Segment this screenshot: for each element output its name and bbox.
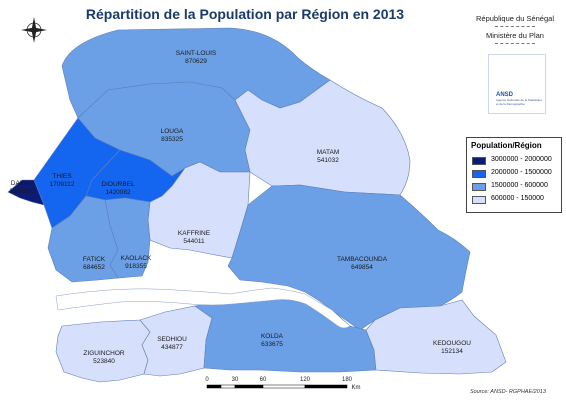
region-label-kaolack: KAOLACK 918355 bbox=[120, 255, 152, 270]
header-divider bbox=[495, 43, 535, 44]
region-label-kolda: KOLDA 633675 bbox=[260, 333, 284, 348]
region-label-matam: MATAM 541032 bbox=[316, 149, 340, 164]
region-label-saint-louis: SAINT-LOUIS 870629 bbox=[175, 50, 217, 65]
scale-unit: Km bbox=[351, 385, 361, 391]
scale-bar bbox=[206, 384, 348, 389]
legend-label: 3000000 - 2000000 bbox=[491, 156, 552, 163]
region-label-kedougou: KEDOUGOU 152134 bbox=[433, 340, 471, 355]
legend-item: 1500000 - 600000 bbox=[472, 182, 560, 192]
legend-swatch bbox=[472, 170, 486, 178]
compass-rose-icon bbox=[21, 17, 47, 43]
region-label-kaffrine: KAFFRINE 544011 bbox=[177, 230, 211, 245]
country-name: République du Sénégal bbox=[476, 14, 554, 23]
legend-title: Population/Région bbox=[471, 141, 542, 150]
scale-tick-label: 30 bbox=[231, 377, 239, 383]
legend-label: 1500000 - 600000 bbox=[491, 182, 548, 189]
scale-tick-label: 60 bbox=[259, 377, 267, 383]
region-kaolack bbox=[104, 197, 151, 279]
legend-label: 600000 - 150000 bbox=[491, 195, 544, 202]
ministry-name: Ministère du Plan bbox=[486, 31, 544, 40]
region-label-dakar: DAKAR 2956023 bbox=[9, 180, 35, 195]
region-label-fatick: FATICK 684652 bbox=[82, 256, 106, 271]
region-dakar bbox=[7, 179, 45, 206]
legend-item: 3000000 - 2000000 bbox=[472, 156, 560, 166]
scale-tick-label: 180 bbox=[341, 377, 353, 383]
region-label-louga: LOUGA 835325 bbox=[160, 128, 184, 143]
legend-item: 2000000 - 1500000 bbox=[472, 169, 560, 179]
logo-frame bbox=[488, 54, 546, 114]
region-label-ziguinchor: ZIGUINCHOR 523840 bbox=[83, 350, 125, 365]
logo-subtitle: Agence Nationale de la Statistique et de… bbox=[496, 98, 542, 106]
region-tambacounda bbox=[227, 184, 471, 331]
legend-label: 2000000 - 1500000 bbox=[491, 169, 552, 176]
header-divider bbox=[495, 26, 535, 27]
region-kedougou bbox=[365, 299, 507, 375]
scale-tick-label: 120 bbox=[299, 377, 311, 383]
region-label-thies: THIES 1709112 bbox=[49, 173, 75, 188]
map-title: Répartition de la Population par Région … bbox=[85, 6, 405, 22]
scale-tick-label: 0 bbox=[205, 377, 209, 383]
region-label-tambacounda: TAMBACOUNDA 649854 bbox=[336, 256, 388, 271]
region-label-sedhiou: SEDHIOU 434877 bbox=[157, 336, 187, 351]
gambia-gap bbox=[55, 287, 351, 329]
legend-swatch bbox=[472, 157, 486, 165]
logo-text: ANSD bbox=[496, 92, 514, 98]
legend-swatch bbox=[472, 196, 486, 204]
region-label-diourbel: DIOURBEL 1420082 bbox=[101, 181, 135, 196]
legend-swatch bbox=[472, 183, 486, 191]
legend: Population/Région 3000000 - 2000000 2000… bbox=[466, 137, 562, 213]
source-note: Source: ANSD- RGPHAE/2013 bbox=[470, 389, 546, 395]
legend-item: 600000 - 150000 bbox=[472, 195, 560, 205]
